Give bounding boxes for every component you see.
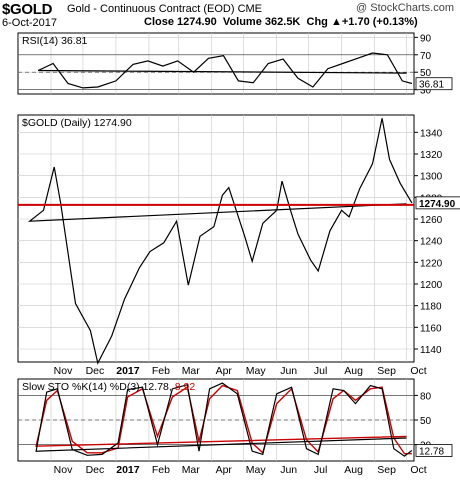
x-axis-label: Jun [280, 365, 297, 377]
y-tick-label: 1340 [420, 128, 443, 139]
y-tick-label: 80 [420, 391, 432, 402]
exchange-text: CME [237, 3, 263, 15]
y-tick-label: 1240 [420, 237, 443, 248]
rsi-line [37, 52, 413, 89]
panel-label: RSI(14) 36.81 [22, 35, 88, 47]
chg-label: Chg [306, 16, 328, 28]
x-axis-label: Dec [86, 365, 105, 377]
x-axis-label: Sep [377, 365, 396, 377]
description-text: Gold - Continuous Contract (EOD) [67, 3, 235, 15]
x-axis-label: Mar [182, 464, 201, 476]
quote-date: 6-Oct-2017 [2, 17, 58, 29]
y-tick-label: 30 [420, 86, 432, 97]
stoch-d-value: 8.92 [175, 381, 196, 393]
chart-header: $GOLD Gold - Continuous Contract (EOD) C… [0, 0, 460, 32]
x-axis-label: Apr [216, 464, 233, 476]
x-axis-label: May [246, 464, 267, 476]
stoch-k-line [35, 382, 413, 457]
stoch-label-text: Slow STO %K(14) %D(3) [22, 381, 143, 393]
current-value-badge [415, 196, 460, 210]
y-tick-label: 70 [420, 51, 432, 62]
panel-frame [17, 32, 415, 95]
x-axis-label: Aug [344, 464, 363, 476]
stoch-k-value: 12.78, [143, 381, 175, 393]
x-axis-label: 2017 [116, 464, 140, 476]
x-axis-label: Dec [86, 464, 105, 476]
y-tick-label: 1320 [420, 150, 443, 161]
x-axis-label: Jul [314, 365, 327, 377]
current-value-label: 36.81 [419, 80, 444, 91]
y-tick-label: 1140 [420, 345, 442, 356]
chg-up-arrow-icon: ▲ [330, 16, 342, 28]
x-axis-label: Mar [182, 365, 201, 377]
x-axis-label: Jul [314, 464, 327, 476]
y-tick-label: 1300 [420, 172, 443, 183]
x-axis-label: Apr [216, 365, 233, 377]
panel-rsi: 30 50 70 90 36.81 RSI(14) 36.81 [17, 32, 453, 97]
y-tick-label: 1180 [420, 302, 442, 313]
quote-summary: Close 1274.90 Volume 362.5K Chg ▲+1.70 (… [144, 16, 418, 28]
current-value-label: 12.78 [419, 447, 444, 458]
x-axis-label: Sep [377, 464, 396, 476]
y-tick-label: 50 [420, 416, 432, 427]
stoch-d-line [35, 384, 412, 455]
current-value-badge [415, 77, 453, 91]
x-axis-label: Aug [344, 365, 363, 377]
stockcharts-brand: @ StockCharts.com [356, 2, 454, 14]
y-tick-label: 50 [420, 68, 432, 79]
chg-value: +1.70 (+0.13%) [341, 16, 418, 28]
volume-label: Volume [222, 16, 262, 28]
x-axis-label: Feb [152, 464, 170, 476]
x-axis-label: Oct [410, 365, 426, 377]
x-axis-label: 2017 [116, 365, 140, 377]
y-tick-label: 1160 [420, 323, 442, 334]
x-axis-label: Nov [54, 365, 73, 377]
close-label: Close [144, 16, 174, 28]
instrument-description: Gold - Continuous Contract (EOD) CME [67, 3, 262, 15]
price-line [27, 118, 413, 365]
y-tick-label: 1220 [420, 258, 443, 269]
y-tick-label: 1260 [420, 215, 443, 226]
y-tick-label: 90 [420, 33, 432, 44]
panel-label: $GOLD (Daily) 1274.90 [22, 117, 132, 129]
x-axis-label: May [246, 365, 267, 377]
ticker-symbol: $GOLD [2, 1, 53, 18]
current-value-label: 1274.90 [419, 199, 456, 210]
x-axis-label: Oct [410, 464, 426, 476]
panel-frame [17, 114, 415, 363]
panel-label: Slow STO %K(14) %D(3) 12.78, 8.92 [22, 381, 195, 393]
x-axis-label: Jun [280, 464, 297, 476]
close-value: 1274.90 [177, 16, 217, 28]
volume-value: 362.5K [264, 16, 301, 28]
panel-price: 1140116011801200122012401260128013001320… [17, 114, 460, 365]
x-axis-label: Feb [152, 365, 170, 377]
y-tick-label: 1200 [420, 280, 443, 291]
x-axis-label: Nov [54, 464, 73, 476]
current-value-badge [415, 444, 453, 457]
